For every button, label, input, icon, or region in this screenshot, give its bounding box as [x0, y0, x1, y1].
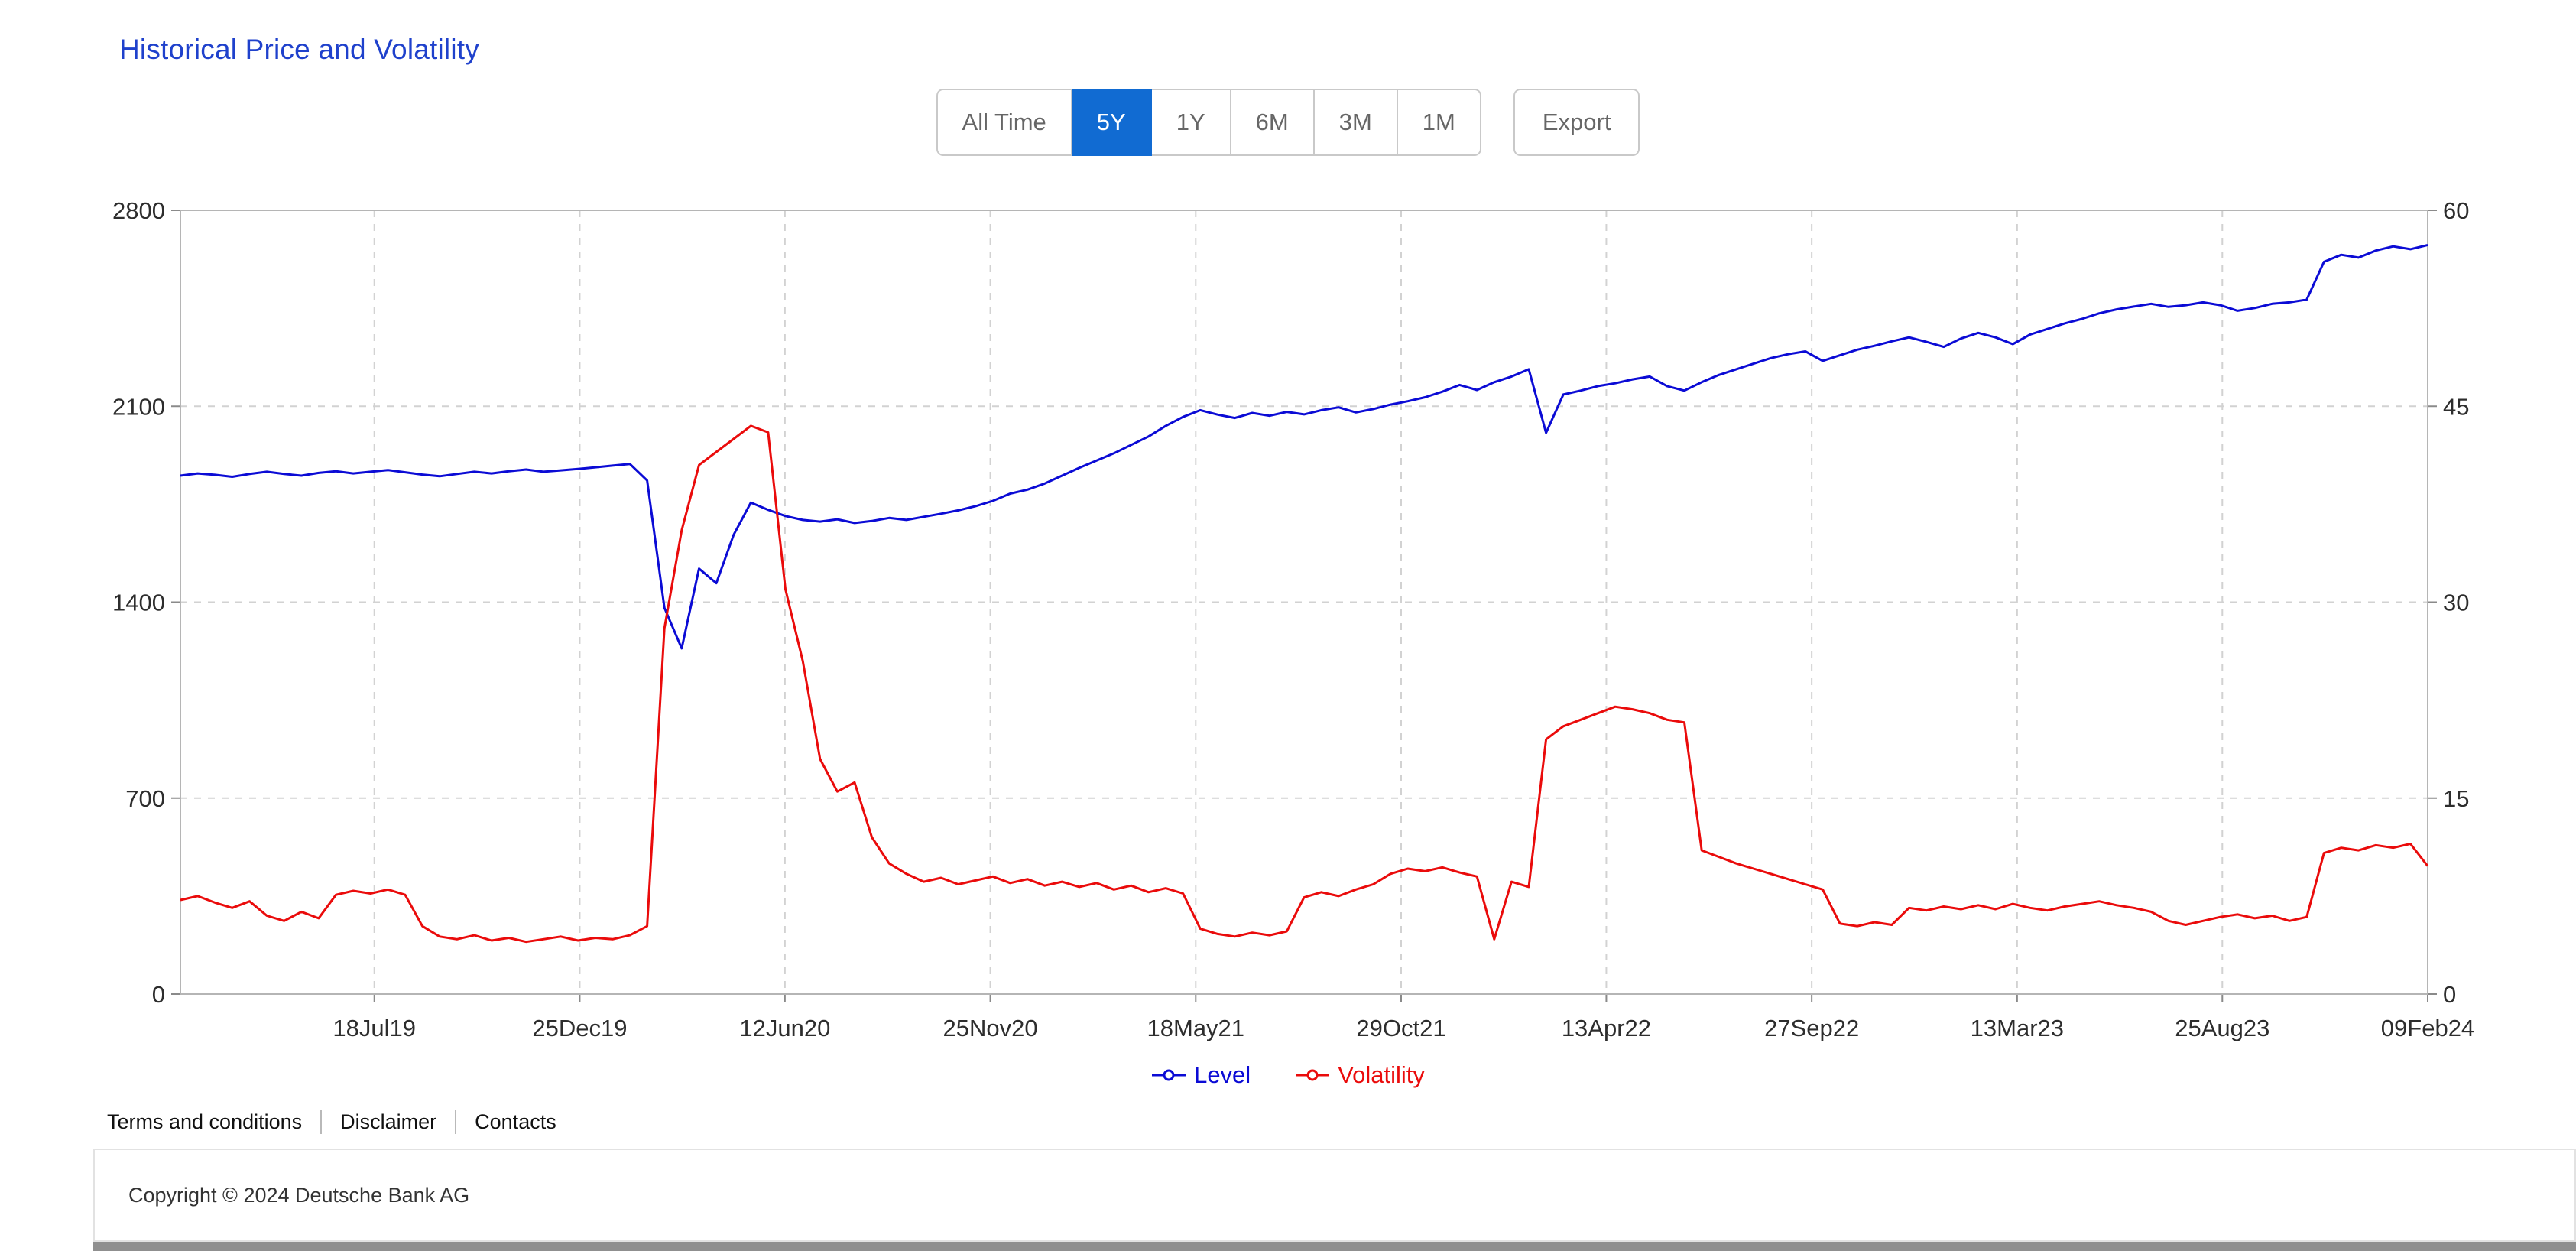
- copyright-box: Copyright © 2024 Deutsche Bank AG: [93, 1149, 2576, 1242]
- y-axis-right-label: 30: [2443, 590, 2469, 616]
- x-axis-label: 25Nov20: [943, 1015, 1038, 1041]
- legend-label-level: Level: [1194, 1061, 1251, 1088]
- x-axis-label: 18Jul19: [333, 1015, 416, 1041]
- y-axis-right-label: 45: [2443, 393, 2469, 420]
- legend-item-level[interactable]: Level: [1151, 1061, 1251, 1089]
- range-button-all-time[interactable]: All Time: [936, 89, 1072, 156]
- page-title: Historical Price and Volatility: [119, 34, 479, 65]
- copyright-text: Copyright © 2024 Deutsche Bank AG: [128, 1183, 470, 1207]
- disclaimer-link[interactable]: Disclaimer: [322, 1110, 457, 1134]
- x-axis-label: 13Mar23: [1971, 1015, 2064, 1041]
- chart-legend: Level Volatility: [0, 1061, 2576, 1089]
- range-button-1y[interactable]: 1Y: [1151, 89, 1231, 156]
- range-button-6m[interactable]: 6M: [1231, 89, 1315, 156]
- x-axis-label: 09Feb24: [2381, 1015, 2474, 1041]
- price-volatility-chart: 18Jul19 25Dec19 12Jun20 25Nov20 18May21 29Oct…: [73, 197, 2504, 1050]
- x-axis-label: 27Sep22: [1764, 1015, 1859, 1041]
- range-button-5y[interactable]: 5Y: [1072, 89, 1152, 156]
- contacts-link[interactable]: Contacts: [475, 1110, 556, 1133]
- y-axis-left-label: 1400: [112, 590, 165, 616]
- x-axis-label: 25Dec19: [532, 1015, 627, 1041]
- y-axis-right-label: 60: [2443, 199, 2469, 224]
- export-button[interactable]: Export: [1513, 89, 1640, 156]
- y-axis-right-label: 15: [2443, 785, 2469, 812]
- plot-border: [180, 210, 2428, 995]
- range-button-3m[interactable]: 3M: [1314, 89, 1398, 156]
- x-axis-label: 29Oct21: [1356, 1015, 1445, 1041]
- x-axis-label: 12Jun20: [739, 1015, 830, 1041]
- toolbar: All Time 5Y 1Y 6M 3M 1M Export: [0, 89, 2576, 156]
- x-axis-label: 18May21: [1147, 1015, 1245, 1041]
- x-axis-label: 25Aug23: [2175, 1015, 2269, 1041]
- y-axis-right-label: 0: [2443, 981, 2456, 1008]
- y-axis-left-label: 2800: [112, 199, 165, 224]
- legend-item-volatility[interactable]: Volatility: [1295, 1061, 1425, 1089]
- volatility-series-marker-icon: [1296, 1069, 1330, 1081]
- legend-label-volatility: Volatility: [1338, 1061, 1425, 1088]
- y-axis-left-label: 700: [125, 785, 165, 812]
- bottom-bar: [93, 1242, 2576, 1251]
- chart-canvas[interactable]: 18Jul19 25Dec19 12Jun20 25Nov20 18May21 29Oct…: [73, 197, 2504, 1050]
- range-button-1m[interactable]: 1M: [1397, 89, 1481, 156]
- series-line-volatility[interactable]: [180, 424, 2429, 944]
- level-series-marker-icon: [1152, 1069, 1186, 1081]
- footer-links: Terms and conditions Disclaimer Contacts: [107, 1110, 575, 1134]
- x-axis-label: 13Apr22: [1562, 1015, 1651, 1041]
- terms-link[interactable]: Terms and conditions: [107, 1110, 323, 1134]
- y-axis-left-label: 0: [152, 981, 165, 1008]
- series-line-level[interactable]: [180, 243, 2428, 650]
- time-range-group: All Time 5Y 1Y 6M 3M 1M: [936, 89, 1481, 156]
- chart-svg: 18Jul19 25Dec19 12Jun20 25Nov20 18May21 29Oct…: [112, 197, 2474, 1041]
- y-axis-left-label: 2100: [112, 393, 165, 420]
